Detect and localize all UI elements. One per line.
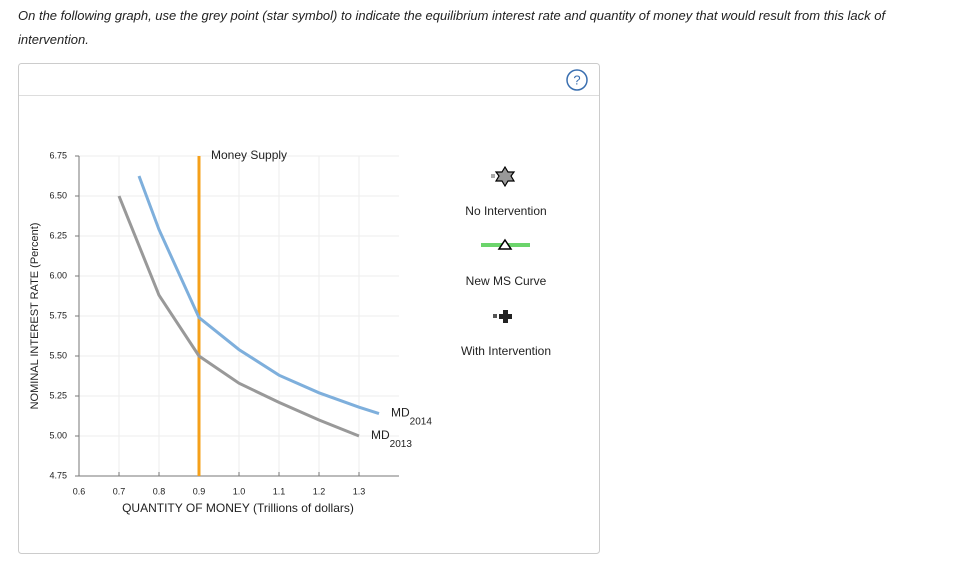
instruction: On the following graph, use the grey poi…	[18, 8, 886, 47]
series-name: MD	[391, 406, 410, 420]
series-label: MD2013	[371, 428, 412, 449]
series-label: MD2014	[391, 406, 432, 427]
x-tick-label: 1.3	[353, 486, 366, 496]
series-subscript: 2014	[410, 416, 433, 427]
y-tick-label: 5.75	[49, 310, 67, 320]
tool-handle	[491, 174, 495, 178]
tool-handle	[493, 314, 497, 318]
tool-ms[interactable]	[481, 238, 530, 250]
series-name: MD	[371, 428, 390, 442]
y-tick-label: 6.25	[49, 230, 67, 240]
star-icon[interactable]	[494, 165, 516, 188]
series-line	[137, 175, 380, 416]
y-tick-label: 6.50	[49, 190, 67, 200]
tool-label: With Intervention	[461, 344, 551, 358]
x-tick-label: 1.0	[233, 486, 246, 496]
series-label: Money Supply	[211, 148, 287, 162]
series-subscript: 2013	[390, 439, 413, 450]
x-tick-label: 1.1	[273, 486, 286, 496]
tool-label: New MS Curve	[466, 274, 547, 288]
y-tick-label: 6.75	[49, 150, 67, 160]
x-tick-label: 0.6	[73, 486, 86, 496]
plus-icon[interactable]	[499, 310, 512, 323]
y-tick-label: 5.00	[49, 430, 67, 440]
y-axis-label: NOMINAL INTEREST RATE (Percent)	[29, 223, 41, 410]
help-icon[interactable]: ?	[573, 72, 580, 87]
triangle-icon[interactable]	[497, 238, 513, 250]
tool-plus[interactable]	[493, 310, 512, 323]
tool-label: No Intervention	[465, 204, 546, 218]
y-tick-label: 5.25	[49, 390, 67, 400]
x-tick-label: 0.7	[113, 486, 126, 496]
panel	[18, 63, 600, 554]
y-tick-label: 4.75	[49, 470, 67, 480]
y-tick-label: 5.50	[49, 350, 67, 360]
tool-star[interactable]	[491, 165, 516, 188]
x-tick-label: 0.9	[193, 486, 206, 496]
x-tick-label: 0.8	[153, 486, 166, 496]
help-button[interactable]	[566, 69, 588, 91]
series-line	[117, 195, 360, 438]
x-axis-label: QUANTITY OF MONEY (Trillions of dollars)	[122, 501, 354, 515]
x-tick-label: 1.2	[313, 486, 326, 496]
y-tick-label: 6.00	[49, 270, 67, 280]
